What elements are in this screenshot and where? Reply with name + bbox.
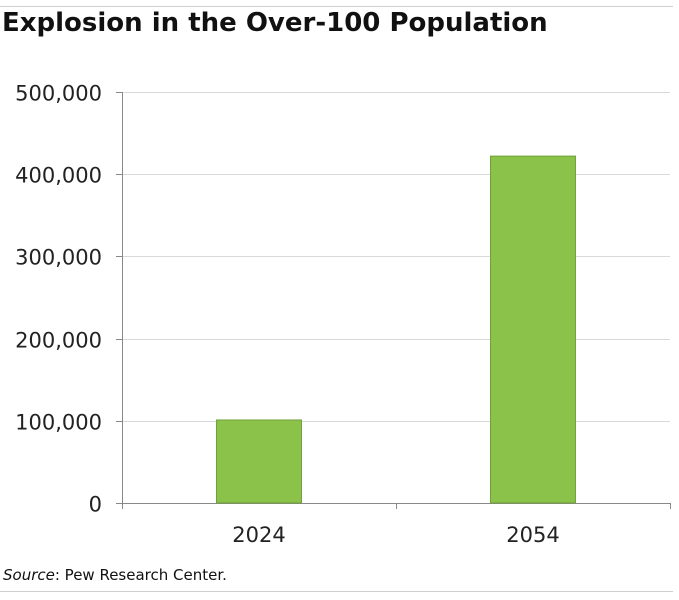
- x-axis: [122, 503, 671, 509]
- y-tick-label: 500,000: [15, 82, 102, 106]
- y-tick-label: 300,000: [15, 246, 102, 270]
- source-label: Source: [3, 566, 55, 584]
- x-tick-label: 2024: [232, 523, 285, 547]
- bottom-rule: [0, 591, 673, 592]
- y-tick-label: 200,000: [15, 329, 102, 353]
- y-gridlines: [122, 92, 670, 422]
- bars: [216, 155, 576, 504]
- source-note: Source: Pew Research Center.: [3, 566, 227, 584]
- y-tick-label: 100,000: [15, 411, 102, 435]
- x-tick-label: 2054: [506, 523, 559, 547]
- y-tick-label: 400,000: [15, 164, 102, 188]
- chart-title: Explosion in the Over-100 Population: [2, 8, 548, 38]
- bar-2054: [490, 155, 576, 504]
- source-text: : Pew Research Center.: [54, 566, 227, 584]
- y-tick-labels: 0 100,000 200,000 300,000 400,000 500,000: [15, 82, 102, 517]
- y-axis: [116, 92, 123, 504]
- x-tick-labels: 2024 2054: [232, 523, 559, 547]
- y-tick-label: 0: [89, 493, 102, 517]
- bar-2024: [216, 419, 302, 504]
- top-rule: [0, 6, 673, 7]
